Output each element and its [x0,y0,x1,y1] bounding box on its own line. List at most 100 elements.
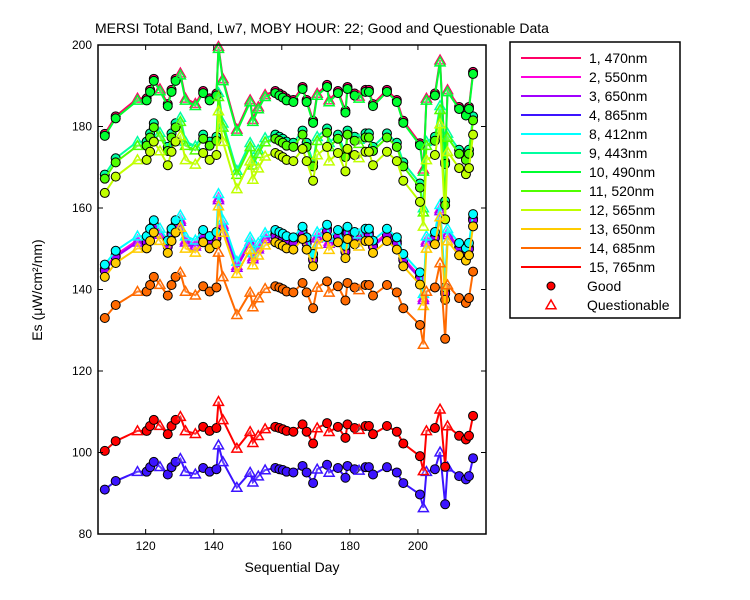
questionable-point [258,282,272,294]
good-point [99,271,110,282]
questionable-point [322,95,336,107]
good-point [381,280,392,291]
good-point [110,113,121,124]
good-point [198,88,209,99]
good-point [391,156,402,167]
x-axis-label: Sequential Day [245,559,340,575]
good-point [332,421,343,432]
good-point [340,253,351,264]
legend-label: 9, 443nm [589,145,647,161]
good-point [332,225,343,236]
questionable-point [230,168,244,180]
good-point [363,132,374,143]
questionable-point [243,140,257,152]
good-point [414,451,425,462]
questionable-point [258,422,272,434]
legend-label: 8, 412nm [589,126,647,142]
good-point [297,277,308,288]
questionable-point [310,225,324,237]
legend-label: 14, 685nm [589,240,655,256]
questionable-point [352,91,366,103]
good-point [398,175,409,186]
questionable-point [433,55,447,67]
good-point [368,429,379,440]
good-point [429,239,440,250]
good-point [198,147,209,158]
good-point [322,141,333,152]
questionable-point [433,103,447,115]
series-line [104,252,475,345]
questionable-point [258,135,272,147]
good-point [162,290,173,301]
y-tick-label: 100 [72,446,92,460]
axes: 120 140 160 180 200 80 100 120 140 160 180 200 [72,38,486,553]
questionable-point [131,153,144,165]
series-13-650nm [99,199,479,311]
questionable-point [310,421,324,433]
good-point [363,280,374,291]
good-point [288,141,299,152]
good-point [414,182,425,193]
questionable-point [174,452,187,464]
questionable-point [230,254,244,266]
good-point [468,115,479,126]
plot-area [99,40,479,513]
good-point [398,261,409,272]
y-tick-label: 200 [72,38,92,52]
questionable-point [441,234,454,246]
good-point [297,84,308,95]
questionable-point [179,424,192,436]
y-axis-label: Es (μW/cm²/nm) [29,239,45,340]
good-point [308,175,319,186]
good-point [297,233,308,244]
questionable-point [153,234,167,246]
good-point [398,438,409,449]
questionable-point [352,239,366,251]
good-point [301,467,312,478]
questionable-point [417,338,430,350]
legend-label: 11, 520nm [589,183,654,199]
questionable-point [441,130,454,143]
good-point [414,489,425,500]
questionable-point [212,42,225,54]
good-point [454,103,465,114]
questionable-point [243,425,257,437]
good-point [342,143,353,154]
questionable-point [131,93,144,105]
legend-label: 10, 490nm [589,164,655,180]
good-point [301,244,312,255]
questionable-point [174,221,187,233]
good-point [166,236,177,247]
questionable-point [230,481,244,493]
questionable-point [179,93,192,105]
good-point [288,244,299,255]
legend-good-marker [546,281,556,291]
good-point [429,90,440,101]
good-point [322,418,333,429]
good-point [148,227,159,238]
good-point [468,68,479,79]
good-point [288,287,299,298]
questionable-point [433,210,447,222]
x-tick-label: 120 [136,539,156,553]
good-point [332,88,343,99]
questionable-point [212,199,225,211]
questionable-point [189,143,202,155]
good-point [429,464,440,475]
good-point [297,221,308,232]
good-point [198,237,209,248]
y-tick-label: 120 [72,364,92,378]
good-point [368,247,379,258]
good-point [148,271,159,282]
legend-label: 13, 650nm [589,221,655,237]
good-point [99,173,110,184]
good-point [340,432,351,443]
questionable-point [230,267,244,279]
good-point [301,97,312,108]
questionable-point [189,157,202,169]
good-point [288,156,299,167]
good-point [308,478,319,489]
good-point [322,459,333,470]
questionable-point [189,467,202,479]
